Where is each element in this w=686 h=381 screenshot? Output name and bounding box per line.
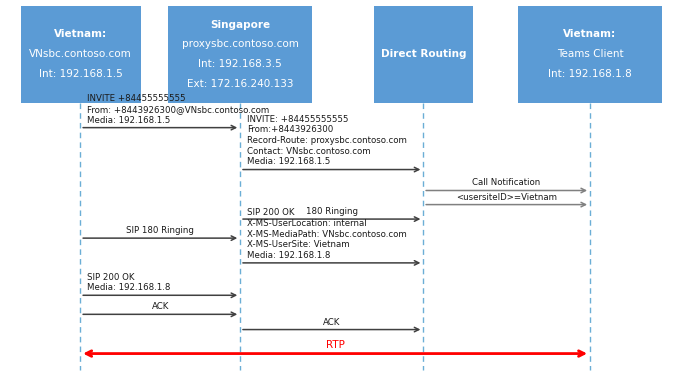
- Text: ACK: ACK: [323, 317, 340, 327]
- Text: Media: 192.168.1.8: Media: 192.168.1.8: [247, 251, 331, 260]
- Text: Singapore: Singapore: [210, 19, 270, 30]
- Text: Ext: 172.16.240.133: Ext: 172.16.240.133: [187, 79, 294, 89]
- Text: Media: 192.168.1.5: Media: 192.168.1.5: [247, 157, 331, 166]
- Text: X-MS-MediaPath: VNsbc.contoso.com: X-MS-MediaPath: VNsbc.contoso.com: [247, 229, 407, 239]
- Text: INVITE +84455555555: INVITE +84455555555: [87, 94, 186, 103]
- Text: Vietnam:: Vietnam:: [54, 29, 107, 40]
- Text: Media: 192.168.1.5: Media: 192.168.1.5: [87, 115, 171, 125]
- FancyBboxPatch shape: [518, 6, 662, 103]
- Text: proxysbc.contoso.com: proxysbc.contoso.com: [182, 39, 298, 50]
- FancyBboxPatch shape: [21, 6, 141, 103]
- Text: INVITE: +84455555555: INVITE: +84455555555: [247, 115, 348, 124]
- Text: SIP 200 OK: SIP 200 OK: [87, 272, 134, 282]
- Text: VNsbc.contoso.com: VNsbc.contoso.com: [29, 49, 132, 59]
- Text: Direct Routing: Direct Routing: [381, 49, 466, 59]
- Text: Call Notification: Call Notification: [473, 178, 541, 187]
- Text: From: +8443926300@VNsbc.contoso.com: From: +8443926300@VNsbc.contoso.com: [87, 105, 270, 114]
- FancyBboxPatch shape: [168, 6, 312, 103]
- Text: RTP: RTP: [326, 340, 344, 350]
- Text: Int: 192.168.3.5: Int: 192.168.3.5: [198, 59, 282, 69]
- Text: Record-Route: proxysbc.contoso.com: Record-Route: proxysbc.contoso.com: [247, 136, 407, 145]
- Text: X-MS-UserSite: Vietnam: X-MS-UserSite: Vietnam: [247, 240, 350, 249]
- Text: 180 Ringing: 180 Ringing: [306, 207, 357, 216]
- Text: SIP 180 Ringing: SIP 180 Ringing: [126, 226, 194, 235]
- Text: <usersiteID>=Vietnam: <usersiteID>=Vietnam: [456, 192, 557, 202]
- FancyBboxPatch shape: [374, 6, 473, 103]
- Text: From:+8443926300: From:+8443926300: [247, 125, 333, 134]
- Text: ACK: ACK: [152, 302, 169, 311]
- Text: X-MS-UserLocation: internal: X-MS-UserLocation: internal: [247, 219, 366, 228]
- Text: Media: 192.168.1.8: Media: 192.168.1.8: [87, 283, 171, 292]
- Text: Int: 192.168.1.5: Int: 192.168.1.5: [38, 69, 123, 79]
- Text: Int: 192.168.1.8: Int: 192.168.1.8: [548, 69, 632, 79]
- Text: Teams Client: Teams Client: [556, 49, 624, 59]
- Text: Vietnam:: Vietnam:: [563, 29, 617, 40]
- Text: Contact: VNsbc.contoso.com: Contact: VNsbc.contoso.com: [247, 147, 370, 156]
- Text: SIP 200 OK: SIP 200 OK: [247, 208, 294, 217]
